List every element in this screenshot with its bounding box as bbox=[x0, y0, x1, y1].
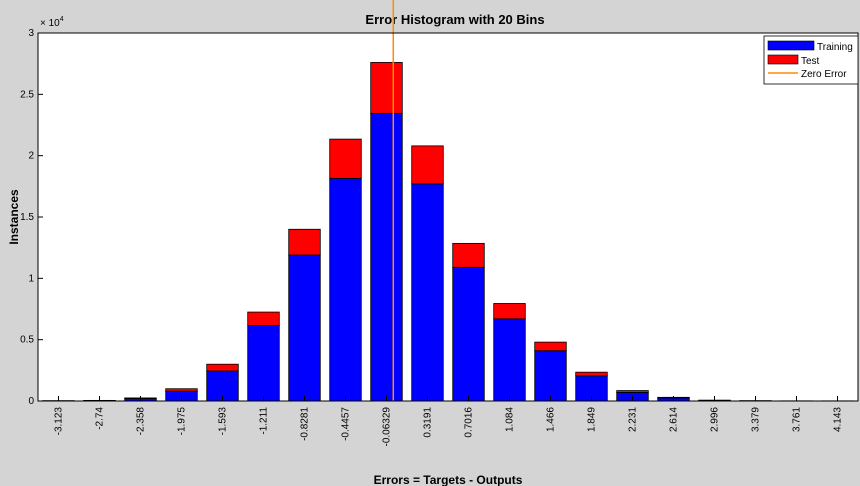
bar-training bbox=[493, 318, 526, 402]
bar-training bbox=[411, 183, 444, 402]
x-axis-label: Errors = Targets - Outputs bbox=[374, 473, 523, 486]
x-tick-label: 3.379 bbox=[751, 407, 762, 432]
x-tick-label: -2.74 bbox=[95, 407, 106, 430]
bar-training bbox=[329, 177, 362, 402]
x-tick-label: 2.996 bbox=[710, 407, 721, 432]
x-tick-label: 0.3191 bbox=[423, 407, 434, 438]
ticks-group: 0 0.5 1 1.5 2 2.5 3 -3.123 -2.74 -2.358 -1.975 -1.5… bbox=[20, 28, 843, 446]
legend: Training Test Zero Error bbox=[763, 35, 859, 85]
y-tick-label: 2 bbox=[28, 151, 34, 162]
bar-test bbox=[370, 62, 403, 114]
bar-training bbox=[534, 350, 567, 402]
legend-swatch-training bbox=[767, 40, 815, 51]
x-tick-label: -1.975 bbox=[177, 407, 188, 436]
x-tick-label: -1.593 bbox=[218, 407, 229, 436]
chart-title: Error Histogram with 20 Bins bbox=[365, 12, 544, 27]
x-tick-label: -0.4457 bbox=[341, 407, 352, 441]
bar-test bbox=[411, 145, 444, 185]
x-tick-label: 1.466 bbox=[546, 407, 557, 432]
y-tick-label: 0 bbox=[28, 396, 34, 407]
x-tick-label: 2.614 bbox=[669, 407, 680, 432]
bar-training bbox=[288, 254, 321, 402]
bar-test bbox=[452, 242, 485, 268]
bar-test bbox=[288, 228, 321, 256]
bar-training bbox=[247, 325, 280, 402]
y-tick-label: 2.5 bbox=[20, 89, 34, 100]
bar-test bbox=[206, 363, 239, 372]
x-tick-label: 3.761 bbox=[792, 407, 803, 432]
y-axis-multiplier: × 104 bbox=[40, 16, 64, 29]
legend-swatch-test bbox=[767, 54, 799, 65]
y-tick-label: 1.5 bbox=[20, 212, 34, 223]
legend-label-training: Training bbox=[817, 42, 853, 53]
x-tick-label: 2.231 bbox=[628, 407, 639, 432]
bar-test bbox=[165, 388, 198, 392]
bar-training bbox=[206, 370, 239, 402]
bar-test bbox=[575, 371, 608, 377]
x-tick-label: -2.358 bbox=[136, 407, 147, 436]
legend-label-zero-error: Zero Error bbox=[801, 69, 847, 80]
bar-test bbox=[534, 341, 567, 352]
x-tick-label: -1.211 bbox=[259, 407, 270, 435]
bar-training bbox=[452, 266, 485, 402]
bar-test bbox=[493, 303, 526, 320]
bar-training bbox=[370, 112, 403, 402]
y-tick-label: 1 bbox=[28, 273, 34, 284]
x-tick-label: -0.8281 bbox=[300, 407, 311, 441]
x-tick-label: -0.06329 bbox=[382, 407, 393, 447]
bar-test bbox=[247, 311, 280, 326]
y-multiplier-base: × 10 bbox=[40, 18, 60, 29]
x-tick-label: 1.849 bbox=[587, 407, 598, 432]
x-tick-label: 0.7016 bbox=[464, 407, 475, 438]
bar-test bbox=[616, 390, 649, 393]
y-tick-label: 0.5 bbox=[20, 335, 34, 346]
x-tick-label: 1.084 bbox=[505, 407, 516, 432]
axes-frame bbox=[37, 32, 859, 402]
y-tick-label: 3 bbox=[28, 28, 34, 39]
plot-area bbox=[38, 33, 858, 401]
x-tick-label: -3.123 bbox=[54, 407, 65, 436]
x-tick-label: 4.143 bbox=[833, 407, 844, 432]
bar-test bbox=[329, 138, 362, 179]
legend-label-test: Test bbox=[801, 56, 820, 67]
y-axis-label: Instances bbox=[7, 189, 21, 245]
y-multiplier-exponent: 4 bbox=[60, 16, 64, 23]
